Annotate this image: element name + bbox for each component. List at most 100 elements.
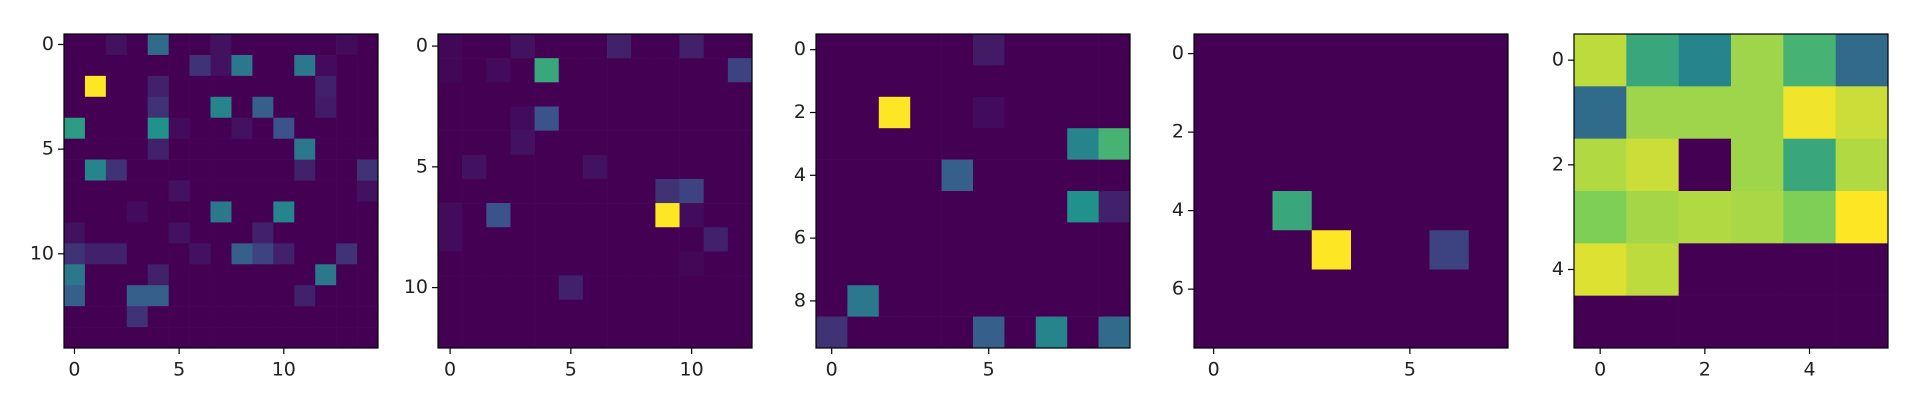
heatmap-cell <box>1468 151 1509 192</box>
heatmap-cell <box>1429 191 1470 231</box>
heatmap-cell <box>1678 295 1732 349</box>
heatmap-cell <box>1468 230 1509 270</box>
heatmap-cell <box>607 275 632 300</box>
heatmap-cell <box>1004 128 1037 160</box>
heatmap-cell <box>703 178 729 204</box>
heatmap-cell <box>1098 128 1131 160</box>
heatmap-cell <box>847 253 880 286</box>
heatmap-cell <box>315 159 337 181</box>
heatmap-cell <box>703 34 729 59</box>
heatmap-cell <box>1468 191 1509 231</box>
heatmap-cell <box>1626 86 1679 139</box>
heatmap-cell <box>438 299 463 325</box>
heatmap-cell <box>1678 138 1732 192</box>
heatmap-cell <box>1035 128 1068 160</box>
heatmap-cell <box>1272 73 1313 113</box>
heatmap-cell <box>84 222 107 244</box>
heatmap-cell <box>1004 191 1037 223</box>
heatmap-cell <box>486 251 511 276</box>
heatmap-cell <box>847 34 880 66</box>
heatmap-cell <box>534 34 560 59</box>
heatmap-cell <box>1468 269 1509 310</box>
heatmap-cell <box>315 180 337 202</box>
heatmap-cell <box>336 75 358 98</box>
heatmap-cell <box>1233 191 1273 231</box>
heatmap-cell <box>273 117 295 139</box>
heatmap-cell <box>1067 316 1099 349</box>
heatmap-cell <box>1731 34 1784 87</box>
heatmap-cell <box>816 34 848 66</box>
heatmap-cell <box>1390 269 1430 310</box>
axes-frame <box>437 33 753 349</box>
heatmap-cell <box>462 82 487 107</box>
heatmap-cell <box>294 201 316 223</box>
heatmap-cell <box>703 130 729 156</box>
heatmap-cell <box>534 203 560 228</box>
heatmap-cell <box>1098 316 1131 349</box>
heatmap-cell <box>727 251 753 276</box>
axes-frame <box>815 33 1131 349</box>
heatmap-cell <box>1351 34 1391 74</box>
heatmap-cell <box>357 285 379 307</box>
heatmap-cell <box>294 285 316 307</box>
heatmap-cell <box>126 96 149 119</box>
heatmap-cell <box>84 138 107 160</box>
heatmap-cell <box>847 96 880 129</box>
heatmap-cell <box>210 117 232 139</box>
heatmap-cell <box>1626 34 1679 87</box>
heatmap-cell <box>534 323 560 349</box>
heatmap-cell <box>1311 151 1352 192</box>
heatmap-cell <box>294 96 316 119</box>
heatmap-cell <box>1468 73 1509 113</box>
heatmap-cell <box>1731 191 1784 244</box>
heatmap-cell <box>1194 151 1234 192</box>
heatmap-cell <box>357 222 379 244</box>
heatmap-cell <box>816 65 848 98</box>
heatmap-cell <box>1233 269 1273 310</box>
heatmap-cell <box>210 222 232 244</box>
heatmap-cell <box>252 222 274 244</box>
heatmap-cell <box>878 285 911 317</box>
heatmap-cell <box>558 82 584 107</box>
axes-frame <box>1573 33 1889 349</box>
heatmap-cell <box>273 180 295 202</box>
heatmap-cell <box>1626 243 1679 296</box>
heatmap-cell <box>210 201 232 223</box>
heatmap-cell <box>1067 65 1099 98</box>
heatmap-cell <box>534 178 560 204</box>
heatmap-cell <box>1004 159 1037 192</box>
heatmap-cell <box>973 191 1005 223</box>
heatmap-cell <box>534 130 560 156</box>
heatmap-cell <box>727 34 753 59</box>
heatmap-cell <box>252 264 274 286</box>
heatmap-cell <box>558 251 584 276</box>
heatmap-cell <box>582 251 608 276</box>
heatmap-cell <box>189 285 211 307</box>
heatmap-cell <box>231 327 253 349</box>
heatmap-cell <box>1272 308 1313 349</box>
heatmap-cell <box>438 227 463 252</box>
heatmap-cell <box>462 275 487 300</box>
heatmap-cell <box>315 327 337 349</box>
heatmap-cell <box>273 243 295 265</box>
heatmap-cell <box>1731 295 1784 349</box>
heatmap-cell <box>558 154 584 180</box>
heatmap-cell <box>607 130 632 156</box>
heatmap-cell <box>973 96 1005 129</box>
heatmap-cell <box>357 159 379 181</box>
heatmap-cell <box>941 222 974 255</box>
heatmap-cell <box>126 285 149 307</box>
heatmap-cell <box>941 65 974 98</box>
heatmap-cell <box>1574 243 1627 296</box>
heatmap-cell <box>1272 269 1313 310</box>
heatmap-cell <box>315 117 337 139</box>
heatmap-cell <box>231 285 253 307</box>
heatmap-cell <box>910 34 942 66</box>
heatmap-cell <box>558 227 584 252</box>
heatmap-cell <box>105 285 128 307</box>
heatmap-cell <box>231 159 253 181</box>
heatmap-cell <box>1351 269 1391 310</box>
y-tick-label: 6 <box>794 227 806 249</box>
heatmap-cell <box>462 203 487 228</box>
heatmap-cell <box>105 96 128 119</box>
